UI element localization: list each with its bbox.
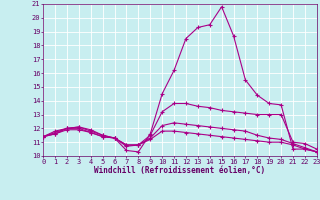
X-axis label: Windchill (Refroidissement éolien,°C): Windchill (Refroidissement éolien,°C) [94, 166, 266, 175]
